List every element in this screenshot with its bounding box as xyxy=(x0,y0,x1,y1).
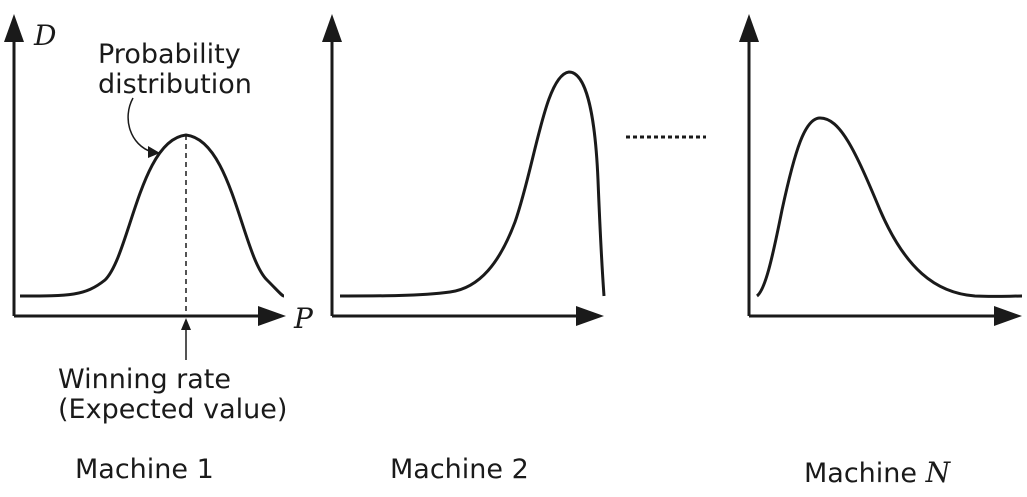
winning-rate-label-line2: (Expected value) xyxy=(58,394,287,425)
x-axis-label: P xyxy=(293,302,314,335)
distribution-label-line1: Probability xyxy=(98,39,241,70)
machine-n-curve xyxy=(755,116,1023,298)
machine-2-x-arrowhead xyxy=(576,306,604,326)
y-axis-label: D xyxy=(33,19,56,52)
distribution-pointer-head xyxy=(148,146,160,158)
winning-rate-pointer-head xyxy=(181,318,191,330)
machine-n-label: Machine N xyxy=(804,456,952,489)
machine-n-x-arrowhead xyxy=(994,306,1022,326)
machine-n-label-prefix: Machine xyxy=(804,458,926,489)
machine-2-axes xyxy=(322,14,604,326)
machine-2-y-arrowhead xyxy=(322,14,342,42)
distribution-label-line2: distribution xyxy=(98,69,252,100)
machine-1-axes xyxy=(4,14,286,326)
distribution-pointer xyxy=(127,97,153,153)
machine-1-curve xyxy=(19,133,285,298)
machine-1-label: Machine 1 xyxy=(75,454,214,485)
machine-2-curve xyxy=(339,70,606,298)
machine-n-label-n: N xyxy=(925,456,952,489)
machine-n-y-arrowhead xyxy=(739,14,759,42)
machine-1-x-arrowhead xyxy=(258,306,286,326)
machine-1-y-arrowhead xyxy=(4,14,24,42)
machine-n-axes xyxy=(739,14,1022,326)
winning-rate-label-line1: Winning rate xyxy=(58,364,231,395)
machine-2-label: Machine 2 xyxy=(390,454,529,485)
